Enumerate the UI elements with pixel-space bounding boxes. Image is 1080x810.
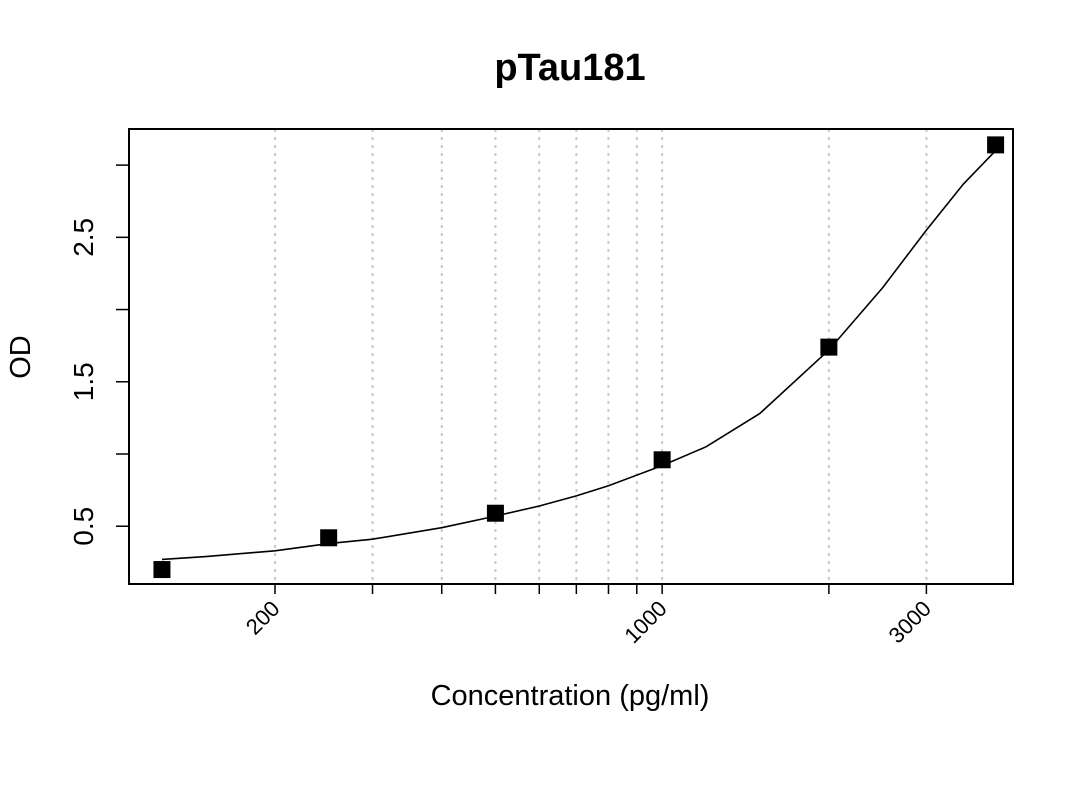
grid-lines [274,129,928,584]
y-tick-label-2.5: 2.5 [68,218,99,257]
plot-frame [128,128,1014,585]
data-point-500 [486,504,504,522]
data-point-250 [320,529,338,547]
y-tick-label-1.5: 1.5 [68,362,99,401]
y-axis: 0.5 1.5 2.5 [68,164,129,546]
data-point-2000 [820,338,838,356]
x-axis-label: Concentration (pg/ml) [431,680,710,712]
x-tick-label-1000: 1000 [619,596,671,648]
data-points [153,136,1005,579]
y-axis-label: OD [5,335,37,379]
data-point-4000 [987,136,1005,154]
fit-curve [161,150,997,561]
x-tick-label-200: 200 [241,596,285,640]
y-tick-label-0.5: 0.5 [68,507,99,546]
chart-title: pTau181 [494,47,645,89]
data-point-1000 [653,451,671,469]
data-point-125 [153,561,171,579]
x-tick-label-3000: 3000 [884,596,936,648]
fit-curve-layer [161,150,997,561]
x-axis: 200 1000 3000 [241,584,936,648]
